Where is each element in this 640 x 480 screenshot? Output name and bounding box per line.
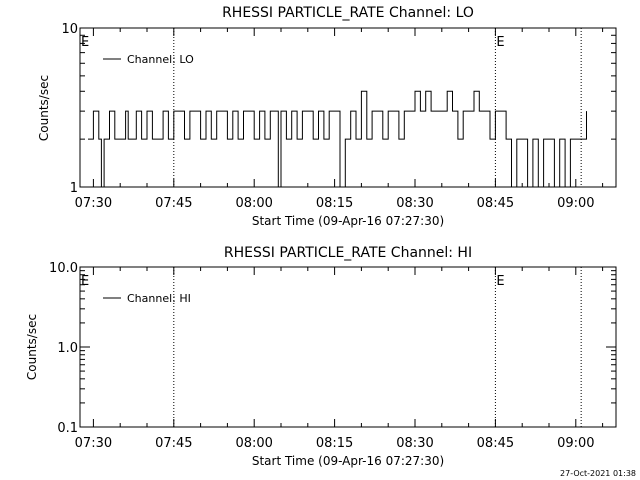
x-tick-label: 08:30 (396, 196, 433, 211)
y-tick-label: 0.1 (57, 421, 78, 436)
x-tick-label: 07:30 (75, 436, 112, 451)
panel-hi-plot-frame (79, 266, 617, 428)
panel-lo-y-ticks: 1 10 (61, 22, 616, 196)
y-tick-label: 10.0 (49, 261, 78, 276)
panel-hi-ylabel: Counts/sec (25, 314, 39, 380)
x-tick-label: 08:00 (235, 196, 272, 211)
y-tick-label: 1 (70, 181, 78, 196)
marker-label: E (496, 35, 504, 50)
y-tick-label: 1.0 (57, 341, 78, 356)
panel-hi-y-ticks: 0.1 1.0 10.0 (49, 261, 616, 436)
marker-label: E (496, 274, 504, 289)
x-tick-label: 08:30 (396, 436, 433, 451)
series-line (88, 90, 587, 188)
panel-lo-x-ticks: 07:30 07:45 08:00 08:15 08:30 08:45 09:00 (75, 28, 604, 211)
panel-lo-legend-label: Channel: LO (127, 53, 194, 66)
panel-hi-legend-label: Channel: HI (127, 292, 191, 305)
panel-lo-xlabel: Start Time (09-Apr-16 07:27:30) (252, 214, 444, 228)
panel-lo-ylabel: Counts/sec (37, 75, 51, 141)
panel-lo-legend: Channel: LO (103, 53, 194, 66)
x-tick-label: 07:30 (75, 196, 112, 211)
panel-hi-xlabel: Start Time (09-Apr-16 07:27:30) (252, 454, 444, 468)
x-tick-label: 08:15 (316, 436, 353, 451)
marker-label: E (81, 35, 89, 50)
x-tick-label: 08:45 (477, 436, 514, 451)
panel-hi-x-ticks: 07:30 07:45 08:00 08:15 08:30 08:45 09:00 (75, 267, 604, 451)
panel-hi: RHESSI PARTICLE_RATE Channel: HI Counts/… (25, 245, 617, 468)
x-tick-label: 09:00 (557, 436, 594, 451)
x-tick-label: 08:15 (316, 196, 353, 211)
y-tick-label: 10 (61, 22, 78, 37)
x-tick-label: 09:00 (557, 196, 594, 211)
x-tick-label: 07:45 (155, 196, 192, 211)
x-tick-label: 08:00 (235, 436, 272, 451)
panel-lo-title: RHESSI PARTICLE_RATE Channel: LO (222, 5, 474, 21)
x-tick-label: 08:45 (477, 196, 514, 211)
panel-lo-series (88, 90, 587, 188)
panel-lo: RHESSI PARTICLE_RATE Channel: LO Counts/… (37, 5, 617, 228)
panel-hi-title: RHESSI PARTICLE_RATE Channel: HI (224, 245, 472, 261)
panel-lo-plot-frame (79, 27, 617, 188)
footer-timestamp: 27-Oct-2021 01:38 (560, 469, 636, 478)
panel-hi-legend: Channel: HI (103, 292, 191, 305)
x-tick-label: 07:45 (155, 436, 192, 451)
marker-label: E (81, 274, 89, 289)
